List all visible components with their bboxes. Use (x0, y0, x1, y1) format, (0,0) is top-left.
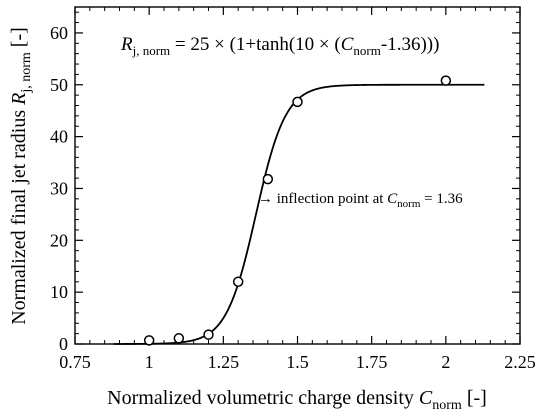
x-axis-label-main: Normalized volumetric charge density (107, 387, 419, 409)
x-axis-label-italic: C (419, 387, 433, 409)
major-ticks (74, 7, 521, 345)
x-tick-label: 2.25 (504, 352, 536, 372)
x-axis-label-sub: norm (432, 398, 462, 413)
equation-tail: -1.36))) (381, 34, 440, 55)
data-point (292, 96, 303, 108)
x-tick-labels: 0.75 1 1.25 1.5 1.75 2 2.25 (59, 352, 536, 372)
data-points (143, 75, 452, 346)
equation-middle: = 25 × (1+tanh(10 × ( (170, 34, 341, 55)
annotation-sub: norm (397, 198, 421, 210)
y-axis-label-sub: j, norm (19, 52, 34, 94)
annotation-arrow: → (258, 191, 273, 207)
y-axis-label-main: Normalized final jet radius (8, 105, 30, 325)
data-point (440, 75, 452, 86)
y-axis-label-italic: R (8, 93, 30, 106)
minor-ticks (75, 7, 520, 344)
inflection-annotation: → inflection point at Cnorm = 1.36 (258, 191, 463, 210)
y-tick-label: 40 (50, 127, 68, 147)
equation-sub-r: j, norm (132, 43, 171, 58)
y-axis-label-tail: [-] (8, 27, 30, 52)
x-axis-label: Normalized volumetric charge density Cno… (107, 387, 487, 413)
y-tick-label: 0 (59, 334, 68, 354)
y-axis-label: Normalized final jet radius Rj, norm [-] (8, 27, 34, 325)
x-tick-label: 1.5 (286, 352, 309, 372)
x-tick-label: 2 (441, 352, 450, 372)
equation-italic-r: R (120, 34, 133, 55)
data-point (262, 173, 274, 185)
equation-label: Rj, norm = 25 × (1+tanh(10 × (Cnorm-1.36… (120, 34, 439, 58)
y-tick-label: 10 (50, 282, 68, 302)
y-tick-label: 20 (50, 230, 68, 250)
data-point (232, 276, 244, 288)
annotation-tail: = 1.36 (420, 191, 463, 207)
x-tick-label: 0.75 (59, 352, 91, 372)
y-tick-label: 50 (50, 75, 68, 95)
x-tick-label: 1.75 (356, 352, 388, 372)
equation-sub-c: norm (353, 43, 380, 58)
data-point (173, 333, 185, 344)
y-tick-labels: 0 10 20 30 40 50 60 (50, 23, 68, 354)
y-tick-label: 30 (50, 178, 68, 198)
data-point (203, 329, 214, 340)
x-axis-label-tail: [-] (462, 387, 487, 409)
x-tick-label: 1 (145, 352, 154, 372)
annotation-italic-c: C (387, 191, 398, 207)
fit-curve (113, 83, 485, 345)
x-tick-label: 1.25 (208, 352, 240, 372)
annotation-text: inflection point at (273, 191, 387, 207)
data-point (143, 335, 155, 346)
equation-italic-c: C (341, 34, 354, 55)
y-tick-label: 60 (50, 23, 68, 43)
